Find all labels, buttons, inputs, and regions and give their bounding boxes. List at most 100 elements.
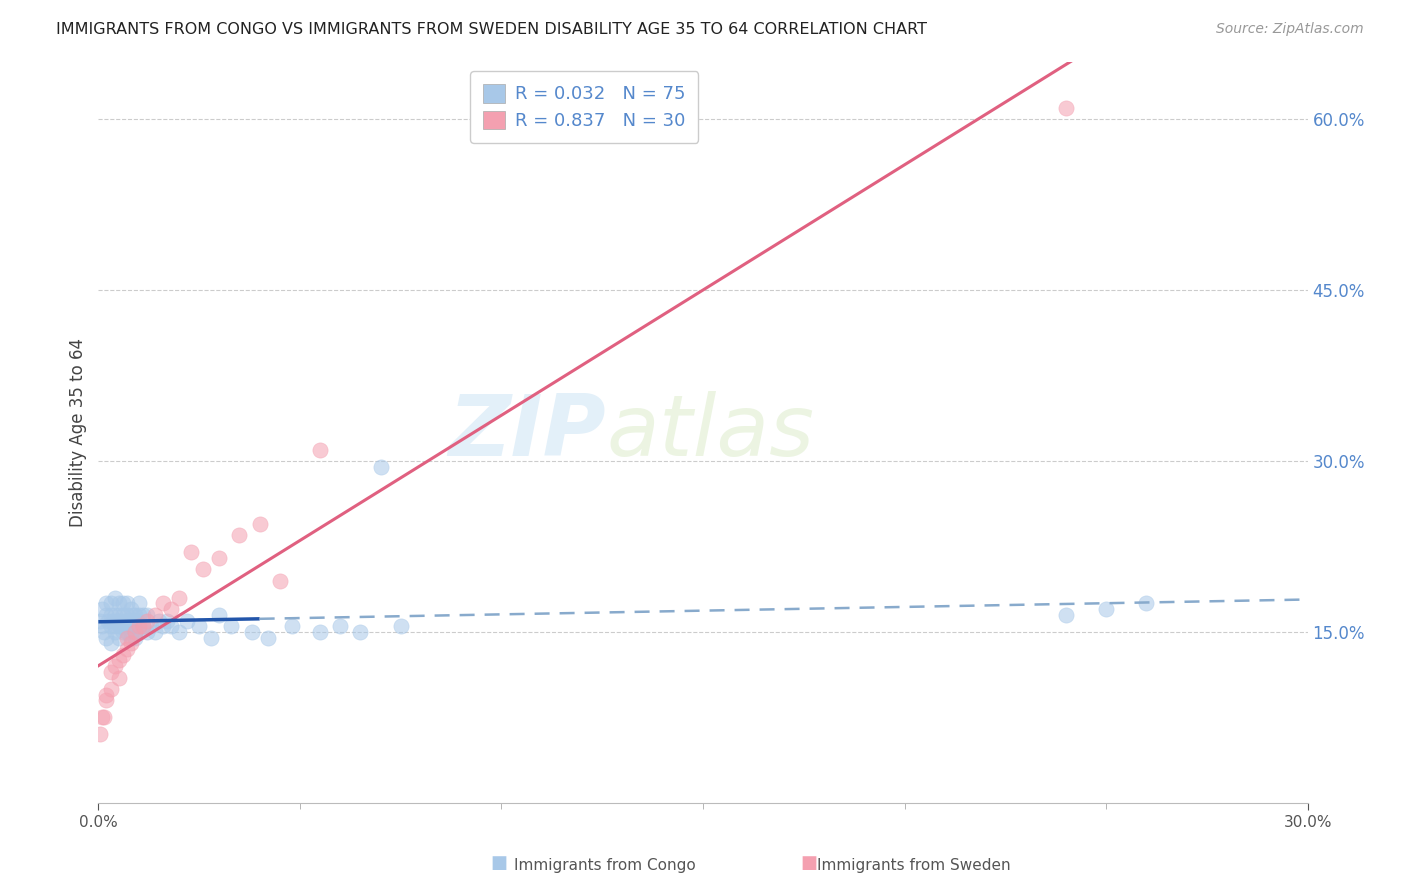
Point xyxy=(120,602,142,616)
Point xyxy=(115,597,138,611)
Point xyxy=(115,619,138,633)
Point xyxy=(309,442,332,457)
Point xyxy=(167,624,190,639)
Point xyxy=(193,562,215,576)
Point xyxy=(96,688,118,702)
Point xyxy=(1095,602,1118,616)
Point xyxy=(103,659,125,673)
Point xyxy=(91,602,114,616)
Point xyxy=(111,624,134,639)
Text: Source: ZipAtlas.com: Source: ZipAtlas.com xyxy=(1216,22,1364,37)
Point xyxy=(96,597,118,611)
Point xyxy=(105,614,128,628)
Point xyxy=(100,607,122,622)
Point xyxy=(389,619,412,633)
Point xyxy=(208,607,231,622)
Point xyxy=(188,619,211,633)
Legend: R = 0.032   N = 75, R = 0.837   N = 30: R = 0.032 N = 75, R = 0.837 N = 30 xyxy=(470,71,699,143)
Point xyxy=(180,545,202,559)
Point xyxy=(124,631,146,645)
Point xyxy=(132,619,155,633)
Point xyxy=(269,574,291,588)
Point xyxy=(128,607,150,622)
Point xyxy=(100,597,122,611)
Point xyxy=(96,693,118,707)
Point xyxy=(176,614,198,628)
Point xyxy=(128,597,150,611)
Point xyxy=(115,642,138,657)
Point xyxy=(103,624,125,639)
Point xyxy=(329,619,352,633)
Point xyxy=(107,631,129,645)
Point xyxy=(132,607,155,622)
Point xyxy=(124,624,146,639)
Point xyxy=(114,614,136,628)
Point xyxy=(228,528,250,542)
Point xyxy=(160,619,183,633)
Point xyxy=(100,636,122,650)
Point xyxy=(349,624,371,639)
Text: atlas: atlas xyxy=(606,391,814,475)
Point xyxy=(120,631,142,645)
Point xyxy=(135,607,157,622)
Point xyxy=(115,607,138,622)
Point xyxy=(256,631,278,645)
Point xyxy=(103,619,125,633)
Point xyxy=(281,619,304,633)
Point xyxy=(124,614,146,628)
Point xyxy=(1054,101,1077,115)
Point xyxy=(115,624,138,639)
Point xyxy=(148,614,170,628)
Point xyxy=(91,619,114,633)
Point xyxy=(89,614,111,628)
Point xyxy=(128,624,150,639)
Point xyxy=(167,591,190,605)
Point xyxy=(101,614,124,628)
Point xyxy=(1054,607,1077,622)
Text: ■: ■ xyxy=(800,854,817,871)
Point xyxy=(121,607,143,622)
Point xyxy=(370,459,392,474)
Point xyxy=(125,614,148,628)
Point xyxy=(120,614,142,628)
Point xyxy=(100,665,122,679)
Point xyxy=(100,619,122,633)
Point xyxy=(103,591,125,605)
Text: IMMIGRANTS FROM CONGO VS IMMIGRANTS FROM SWEDEN DISABILITY AGE 35 TO 64 CORRELAT: IMMIGRANTS FROM CONGO VS IMMIGRANTS FROM… xyxy=(56,22,927,37)
Point xyxy=(124,624,146,639)
Point xyxy=(107,619,129,633)
Point xyxy=(107,614,129,628)
Point xyxy=(107,607,129,622)
Text: Immigrants from Sweden: Immigrants from Sweden xyxy=(817,858,1011,872)
Point xyxy=(93,710,115,724)
Point xyxy=(111,607,134,622)
Point xyxy=(111,648,134,662)
Point xyxy=(200,631,222,645)
Text: ZIP: ZIP xyxy=(449,391,606,475)
Point xyxy=(152,597,174,611)
Point xyxy=(96,631,118,645)
Point xyxy=(115,631,138,645)
Point xyxy=(107,597,129,611)
Point xyxy=(107,653,129,667)
Point xyxy=(160,602,183,616)
Point xyxy=(152,619,174,633)
Point xyxy=(139,619,162,633)
Point xyxy=(91,710,114,724)
Point xyxy=(124,607,146,622)
Point xyxy=(93,624,115,639)
Point xyxy=(143,607,166,622)
Point xyxy=(221,619,243,633)
Point xyxy=(103,607,125,622)
Point xyxy=(96,607,118,622)
Point xyxy=(132,619,155,633)
Point xyxy=(249,516,271,531)
Point xyxy=(128,619,150,633)
Point xyxy=(89,727,111,741)
Point xyxy=(128,619,150,633)
Text: ■: ■ xyxy=(491,854,508,871)
Point xyxy=(1135,597,1157,611)
Point xyxy=(110,619,132,633)
Point xyxy=(120,636,142,650)
Point xyxy=(135,614,157,628)
